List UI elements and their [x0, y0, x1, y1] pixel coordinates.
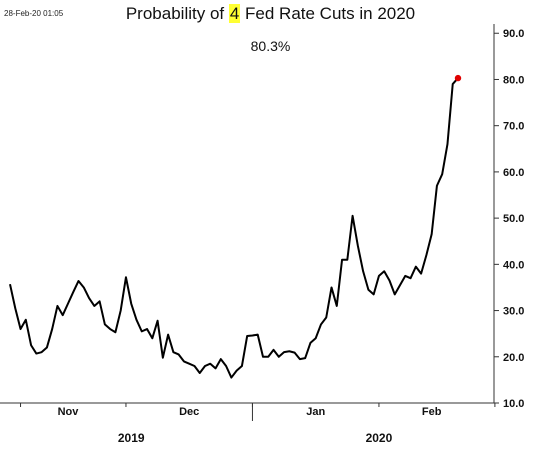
title-suffix: Fed Rate Cuts in 2020 — [240, 4, 416, 23]
series-line — [9, 77, 459, 379]
x-month-label: Dec — [179, 406, 199, 418]
x-month-label: Feb — [422, 406, 442, 418]
y-tick-label: 20.0 — [503, 352, 524, 364]
title-highlight: 4 — [228, 4, 241, 23]
x-year-label: 2019 — [118, 431, 145, 445]
y-tick-label: 40.0 — [503, 259, 524, 271]
timestamp: 28-Feb-20 01:05 — [4, 9, 64, 18]
current-value-label: 80.3% — [250, 38, 291, 54]
y-tick-label: 80.0 — [503, 74, 524, 86]
last-point-marker — [454, 74, 462, 82]
y-tick-label: 30.0 — [503, 306, 524, 318]
x-month-label: Nov — [58, 406, 80, 418]
y-tick-label: 90.0 — [503, 28, 524, 40]
y-tick-label: 50.0 — [503, 213, 524, 225]
x-month-label: Jan — [306, 406, 325, 418]
x-year-label: 2020 — [366, 431, 393, 445]
title-prefix: Probability of — [125, 4, 229, 23]
y-tick-label: 60.0 — [503, 167, 524, 179]
chart-title: Probability of 4 Fed Rate Cuts in 2020 — [0, 4, 541, 24]
y-tick-label: 70.0 — [503, 121, 524, 133]
y-tick-label: 10.0 — [503, 398, 524, 410]
